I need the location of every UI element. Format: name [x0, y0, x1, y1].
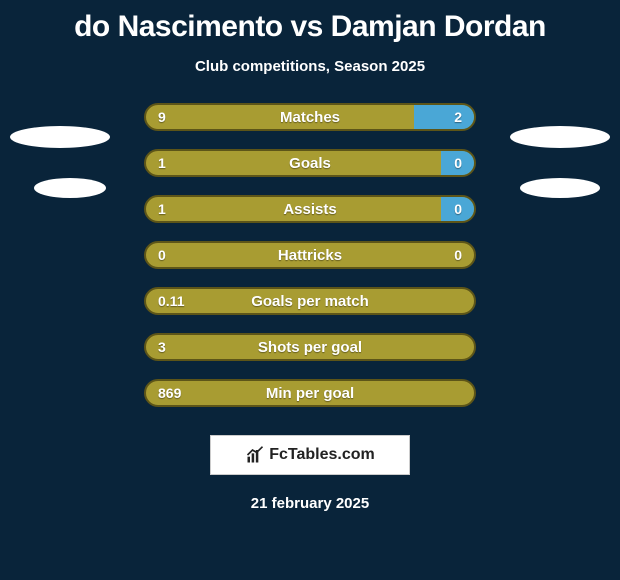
stat-row: 10Assists: [144, 195, 476, 223]
stat-row: 10Goals: [144, 149, 476, 177]
date-text: 21 february 2025: [0, 495, 620, 512]
stat-label: Matches: [146, 105, 474, 129]
stat-row: 0.11Goals per match: [144, 287, 476, 315]
stat-row: 3Shots per goal: [144, 333, 476, 361]
branding-box: FcTables.com: [210, 435, 410, 475]
stats-chart: 92Matches 10Goals 10Assists 00Hattricks 0.11…: [144, 103, 476, 407]
stat-row: 00Hattricks: [144, 241, 476, 269]
stat-label: Assists: [146, 197, 474, 221]
chart-icon: [245, 445, 265, 465]
branding-text: FcTables.com: [269, 446, 375, 464]
decorative-ellipse: [510, 126, 610, 148]
decorative-ellipse: [34, 178, 106, 198]
page-title: do Nascimento vs Damjan Dordan: [0, 0, 620, 44]
stat-row: 92Matches: [144, 103, 476, 131]
stat-label: Goals: [146, 151, 474, 175]
stat-row: 869Min per goal: [144, 379, 476, 407]
stat-label: Goals per match: [146, 289, 474, 313]
stat-label: Hattricks: [146, 243, 474, 267]
subtitle: Club competitions, Season 2025: [0, 58, 620, 75]
decorative-ellipse: [10, 126, 110, 148]
decorative-ellipse: [520, 178, 600, 198]
stat-label: Shots per goal: [146, 335, 474, 359]
stat-label: Min per goal: [146, 381, 474, 405]
